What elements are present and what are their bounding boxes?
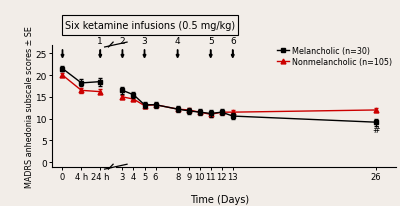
Text: #: # xyxy=(372,125,380,135)
Text: 3: 3 xyxy=(142,36,147,45)
Text: 6: 6 xyxy=(230,36,236,45)
Legend: Melancholic (n=30), Nonmelancholic (n=105): Melancholic (n=30), Nonmelancholic (n=10… xyxy=(277,47,392,67)
Text: 5: 5 xyxy=(208,36,214,45)
Y-axis label: MADRS anhedonia subscale scores ± SE: MADRS anhedonia subscale scores ± SE xyxy=(24,26,34,187)
Text: Time (Days): Time (Days) xyxy=(190,194,250,204)
Text: 2: 2 xyxy=(120,36,125,45)
Text: Six ketamine infusions (0.5 mg/kg): Six ketamine infusions (0.5 mg/kg) xyxy=(65,21,236,31)
Text: 1: 1 xyxy=(97,36,103,45)
Text: 4: 4 xyxy=(175,36,180,45)
